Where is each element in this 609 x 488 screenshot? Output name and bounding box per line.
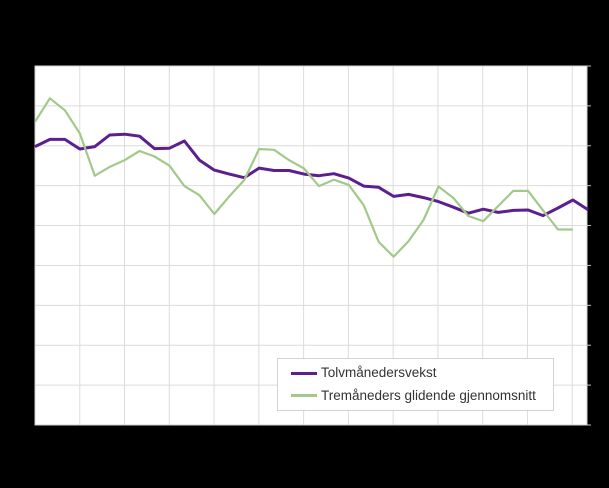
plot-border (34, 65, 588, 426)
legend-item-glidende-gjennomsnitt: Tremåneders glidende gjennomsnitt (291, 388, 553, 404)
legend: Tolvmånedersvekst Tremåneders glidende g… (277, 358, 554, 411)
legend-label-glidende-gjennomsnitt: Tremåneders glidende gjennomsnitt (321, 387, 536, 403)
legend-label-tolvmaanedersvekst: Tolvmånedersvekst (321, 365, 437, 381)
series-line-glidende-gjennomsnitt (34, 97, 573, 258)
series-line-tolvmaanedersvekst (34, 132, 589, 218)
legend-line-swatch-green (291, 394, 317, 398)
legend-item-tolvmaanedersvekst: Tolvmånedersvekst (291, 365, 553, 381)
legend-line-swatch-purple (291, 371, 317, 375)
